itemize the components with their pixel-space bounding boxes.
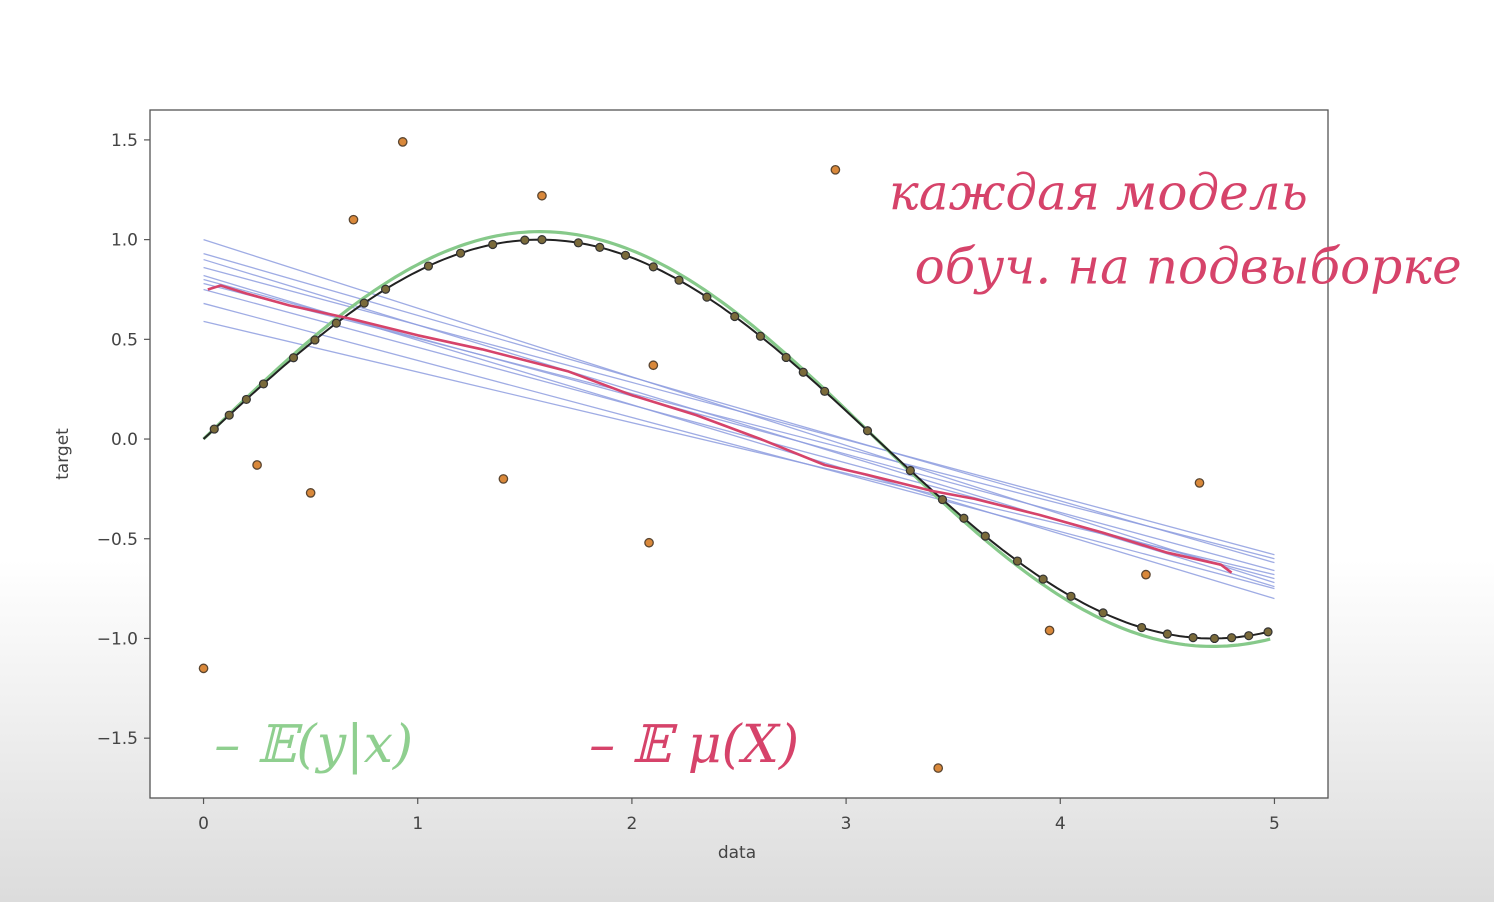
fit-curve-group (202, 235, 1273, 644)
curve-point (1244, 631, 1254, 641)
y-tick-label: 1.0 (111, 231, 138, 251)
x-axis: 0 1 2 3 4 5 (198, 798, 1280, 834)
curve-point (258, 379, 269, 389)
curve-point (905, 465, 915, 476)
annotation-trained-on-subsample: обуч. на подвыборке (915, 237, 1462, 295)
curve-point (980, 531, 990, 541)
curve-point (620, 250, 631, 260)
curve-point (1162, 629, 1172, 639)
curve-point (488, 239, 498, 250)
mean-model-group (207, 284, 1233, 574)
y-tick-label: −0.5 (97, 530, 138, 550)
x-axis-label: data (718, 843, 756, 863)
curve-point (1209, 633, 1220, 644)
curve-point (310, 335, 320, 345)
curve-point (537, 235, 547, 245)
x-tick-label: 5 (1269, 814, 1280, 834)
curve-point (959, 513, 969, 523)
x-tick-label: 1 (412, 814, 423, 834)
model-line (203, 278, 1275, 572)
curve-point (288, 353, 299, 363)
mean-model-curve (207, 284, 1233, 574)
x-tick-label: 3 (841, 814, 852, 834)
curve-point (781, 352, 791, 363)
noisy-point (644, 537, 654, 548)
noisy-point (537, 190, 547, 201)
noisy-point (648, 360, 659, 371)
y-tick-label: 1.5 (111, 131, 138, 151)
annotation-true-expectation: – 𝔼(y|x) (214, 715, 413, 775)
curve-point (359, 298, 369, 308)
curve-point (224, 410, 234, 420)
curve-point (820, 386, 830, 396)
plot-frame (149, 109, 1329, 799)
noisy-point (305, 488, 316, 498)
noisy-point (498, 474, 509, 484)
noisy-point (1141, 569, 1151, 580)
curve-point (520, 235, 530, 245)
curve-point (423, 261, 434, 271)
curve-point (937, 494, 948, 505)
handwritten-annotations: каждая модель обуч. на подвыборке – 𝔼(y|x)… (214, 164, 1461, 775)
curve-point (1066, 591, 1076, 601)
model-line (203, 282, 1275, 560)
curve-point (573, 238, 583, 248)
curve-point (1227, 633, 1237, 643)
model-line (203, 302, 1275, 590)
curve-point (674, 275, 684, 285)
data-points (198, 137, 1205, 773)
curve-point (209, 424, 219, 434)
curve-point (381, 284, 391, 294)
annotation-each-model: каждая модель (889, 164, 1308, 222)
curve-point (1098, 608, 1108, 618)
y-axis: 1.5 1.0 0.5 0.0 −0.5 −1.0 −1.5 (97, 131, 150, 749)
y-axis-label: target (53, 428, 73, 480)
noisy-point (252, 460, 262, 470)
y-tick-label: −1.0 (97, 629, 138, 649)
curve-point (755, 331, 766, 341)
noisy-point (198, 663, 209, 674)
curve-point (648, 262, 658, 272)
noisy-point (933, 763, 944, 773)
curve-point (241, 394, 251, 405)
curve-point (1263, 627, 1273, 637)
curve-point (702, 292, 712, 302)
curve-point (1038, 574, 1048, 584)
curve-point (862, 426, 873, 436)
model-line (203, 266, 1275, 556)
curve-point (595, 242, 605, 252)
y-tick-label: 0.5 (111, 330, 138, 350)
noisy-point (1044, 625, 1055, 636)
noisy-point (830, 164, 841, 175)
y-tick-label: 0.0 (111, 430, 138, 450)
noisy-point (1194, 478, 1205, 488)
x-tick-label: 2 (626, 814, 637, 834)
model-line (203, 252, 1275, 564)
noisy-point (348, 214, 359, 225)
noisy-point (397, 137, 408, 147)
x-tick-label: 4 (1055, 814, 1066, 834)
curve-point (798, 367, 808, 377)
curve-point (1012, 556, 1023, 566)
curve-point (1188, 633, 1198, 643)
y-tick-label: −1.5 (97, 729, 138, 749)
curve-point (730, 311, 740, 322)
x-tick-label: 0 (198, 814, 209, 834)
annotation-mean-model: – 𝔼 μ(X) (589, 715, 799, 775)
curve-point (331, 318, 341, 328)
curve-point (1137, 622, 1147, 633)
curve-point (455, 248, 466, 258)
